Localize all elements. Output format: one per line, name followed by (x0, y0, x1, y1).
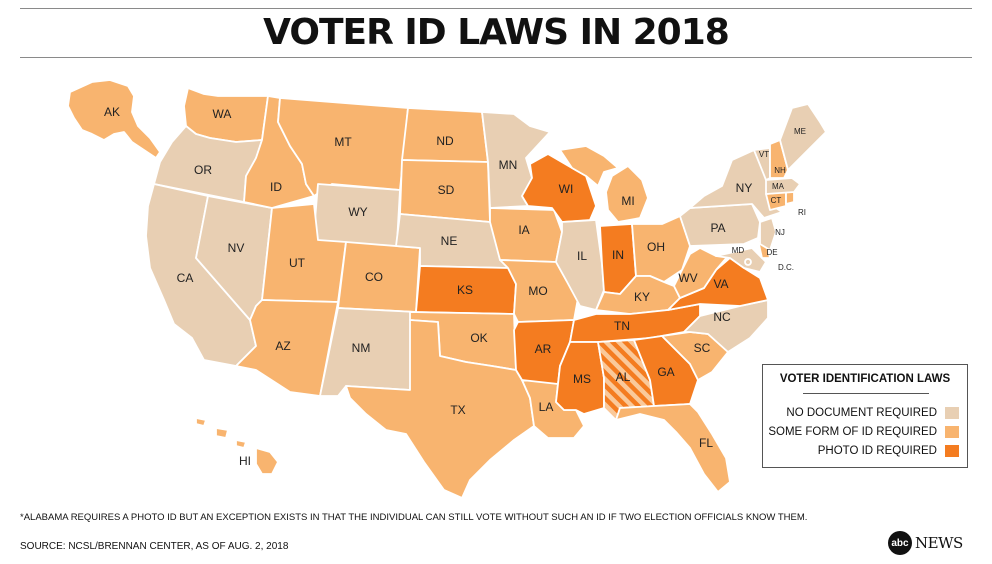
page-title: VOTER ID LAWS IN 2018 (263, 12, 730, 53)
state-NC[interactable] (683, 299, 769, 353)
state-label-PA: PA (710, 221, 725, 235)
state-label-NH: NH (774, 166, 786, 175)
legend-item-some-id: SOME FORM OF ID REQUIRED (768, 425, 959, 439)
state-label-MA: MA (772, 182, 785, 191)
state-MD[interactable] (715, 247, 767, 273)
state-label-NY: NY (736, 181, 753, 195)
state-label-UT: UT (289, 256, 306, 270)
state-label-MI: MI (621, 194, 634, 208)
legend-item-no-document: NO DOCUMENT REQUIRED (786, 406, 959, 420)
state-AK[interactable] (67, 79, 161, 159)
state-label-MT: MT (334, 135, 352, 149)
state-label-NV: NV (228, 241, 245, 255)
state-label-LA: LA (539, 400, 554, 414)
legend-swatch-no-document (945, 407, 959, 419)
state-label-CA: CA (177, 271, 194, 285)
state-HI[interactable] (195, 417, 279, 475)
state-IL[interactable] (555, 219, 605, 311)
legend-label-some-id: SOME FORM OF ID REQUIRED (768, 426, 937, 438)
state-label-AK: AK (104, 105, 120, 119)
legend-swatch-photo-id (945, 445, 959, 457)
footnote: *ALABAMA REQUIRES A PHOTO ID BUT AN EXCE… (20, 512, 808, 523)
state-label-MO: MO (528, 284, 547, 298)
state-RI[interactable] (785, 191, 795, 205)
legend-item-photo-id: PHOTO ID REQUIRED (818, 444, 959, 458)
state-label-WI: WI (559, 182, 574, 196)
state-label-MN: MN (499, 158, 518, 172)
legend-divider (803, 393, 929, 394)
top-rule (20, 8, 972, 9)
state-label-NJ: NJ (775, 228, 785, 237)
state-MI[interactable] (559, 145, 649, 223)
state-TX[interactable] (345, 319, 535, 499)
state-label-NC: NC (713, 310, 731, 324)
legend-label-photo-id: PHOTO ID REQUIRED (817, 445, 937, 457)
state-label-VA: VA (713, 277, 728, 291)
state-DC[interactable] (744, 258, 752, 266)
state-label-IL: IL (577, 249, 587, 263)
state-label-CO: CO (365, 270, 383, 284)
state-label-WA: WA (213, 107, 232, 121)
state-label-TN: TN (614, 319, 630, 333)
state-label-OR: OR (194, 163, 212, 177)
state-label-ID: ID (270, 180, 282, 194)
abc-logo-mark: abc (888, 531, 912, 555)
state-label-ME: ME (794, 127, 806, 136)
state-label-KY: KY (634, 290, 650, 304)
state-label-ND: ND (436, 134, 454, 148)
news-wordmark: NEWS (915, 534, 963, 552)
state-label-AL: AL (616, 370, 631, 384)
state-MA[interactable] (765, 177, 801, 195)
state-label-CT: CT (771, 196, 782, 205)
state-label-NE: NE (441, 234, 458, 248)
state-label-RI: RI (798, 208, 806, 217)
legend-label-no-document: NO DOCUMENT REQUIRED (786, 407, 937, 419)
state-label-TX: TX (450, 403, 465, 417)
state-label-HI: HI (239, 454, 251, 468)
state-label-DC: D.C. (778, 263, 794, 272)
legend-swatch-some-id (945, 426, 959, 438)
state-label-NM: NM (352, 341, 371, 355)
state-NH[interactable] (769, 139, 789, 179)
state-label-DE: DE (766, 248, 777, 257)
state-label-MS: MS (573, 372, 591, 386)
state-label-GA: GA (657, 365, 674, 379)
state-label-AR: AR (535, 342, 552, 356)
state-label-SC: SC (694, 341, 711, 355)
abc-news-logo: abc NEWS (888, 531, 963, 555)
state-label-KS: KS (457, 283, 473, 297)
state-label-OK: OK (470, 331, 487, 345)
state-label-FL: FL (699, 436, 713, 450)
state-label-SD: SD (438, 183, 455, 197)
state-label-MD: MD (732, 246, 745, 255)
legend: VOTER IDENTIFICATION LAWS NO DOCUMENT RE… (762, 364, 968, 468)
title-rule (20, 57, 972, 58)
state-label-IN: IN (612, 248, 624, 262)
legend-title: VOTER IDENTIFICATION LAWS (779, 373, 951, 385)
state-FL[interactable] (615, 403, 731, 493)
state-label-WY: WY (348, 205, 367, 219)
source-credit: SOURCE: NCSL/BRENNAN CENTER, AS OF AUG. … (20, 541, 289, 552)
state-NJ[interactable] (759, 217, 777, 251)
state-label-VT: VT (759, 150, 769, 159)
state-label-OH: OH (647, 240, 665, 254)
state-ME[interactable] (779, 103, 827, 171)
state-label-IA: IA (518, 223, 529, 237)
state-label-AZ: AZ (275, 339, 290, 353)
state-label-WV: WV (678, 271, 697, 285)
